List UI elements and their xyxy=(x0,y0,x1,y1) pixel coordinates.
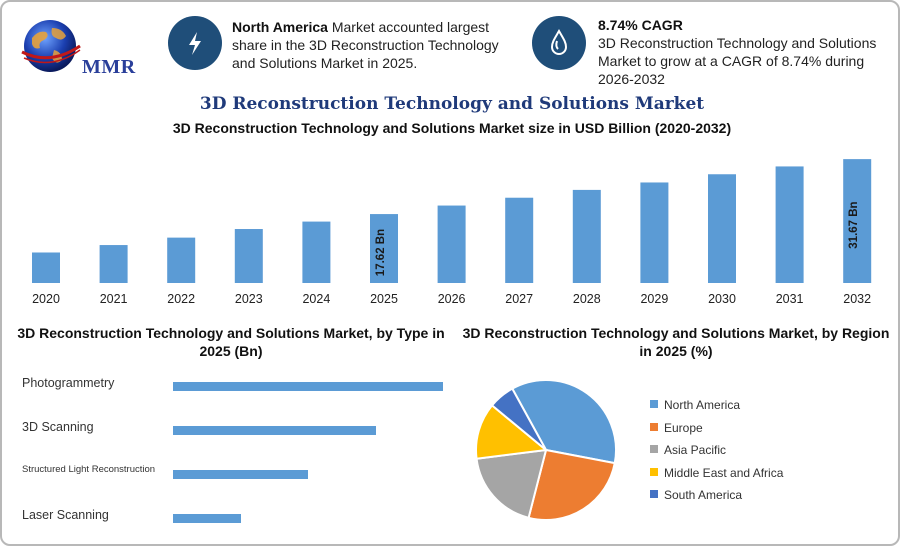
x-tick-2023: 2023 xyxy=(235,292,263,306)
kpi-left-icon-circle xyxy=(168,16,222,70)
type-label-3d-scanning: 3D Scanning xyxy=(22,420,94,434)
type-bar-laser-scanning xyxy=(173,514,241,523)
market-size-bar-chart: 2020 2021 2022 2023 2024 2025 17.62 Bn 2026 2027… xyxy=(32,159,872,306)
bar-2032 xyxy=(843,159,872,283)
bar-2028 xyxy=(572,189,601,283)
legend-item-europe: Europe xyxy=(650,421,703,435)
bar-2020 xyxy=(32,252,60,283)
x-tick-2031: 2031 xyxy=(776,292,804,306)
pie-slice-europe xyxy=(527,448,616,521)
x-tick-2028: 2028 xyxy=(573,292,601,306)
legend-item-north-america: North America xyxy=(650,398,740,412)
x-tick-2032: 2032 xyxy=(843,292,871,306)
kpi-right-text: 8.74% CAGR 3D Reconstruction Technology … xyxy=(598,16,888,88)
chart-subtitle: 3D Reconstruction Technology and Solutio… xyxy=(172,120,732,136)
x-tick-2029: 2029 xyxy=(640,292,668,306)
legend-item-south-america: South America xyxy=(650,488,742,502)
kpi-right-icon-circle xyxy=(532,16,586,70)
x-tick-2025: 2025 xyxy=(370,292,398,306)
x-tick-2024: 2024 xyxy=(302,292,330,306)
pie-slice-middle-east-and-africa xyxy=(475,403,549,460)
legend-swatch-europe xyxy=(650,422,658,431)
type-label-photogrammetry: Photogrammetry xyxy=(22,376,115,390)
bar-2022 xyxy=(167,237,196,283)
bar-2021 xyxy=(99,245,128,283)
pie-slice-asia-pacific xyxy=(475,448,548,520)
legend-swatch-asia-pacific xyxy=(650,445,658,453)
legend-swatch-north-america xyxy=(650,400,658,408)
legend-item-asia-pacific: Asia Pacific xyxy=(650,443,726,457)
pie-slice-north-america xyxy=(510,379,617,465)
logo-text: MMR xyxy=(82,56,136,78)
type-bar-photogrammetry xyxy=(173,382,443,391)
type-chart-title: 3D Reconstruction Technology and Solutio… xyxy=(17,325,445,359)
kpi-left-body: Market accounted largest share in the 3D… xyxy=(232,19,499,71)
main-title: 3D Reconstruction Technology and Solutio… xyxy=(199,94,705,114)
legend-swatch-middle-east-and-africa xyxy=(650,467,658,476)
x-tick-2020: 2020 xyxy=(32,292,60,306)
x-tick-2021: 2021 xyxy=(100,292,128,306)
bar-2026 xyxy=(437,205,466,283)
pie-slice-south-america xyxy=(490,387,547,451)
type-label-laser-scanning: Laser Scanning xyxy=(22,508,109,522)
legend-label-europe: Europe xyxy=(664,420,703,435)
x-tick-2027: 2027 xyxy=(505,292,533,306)
type-bar-structured-light-reconstruction xyxy=(173,470,308,479)
kpi-left-text: North America Market accounted largest s… xyxy=(232,18,507,72)
x-tick-2026: 2026 xyxy=(438,292,466,306)
drop-icon xyxy=(550,28,568,55)
legend-swatch-south-america xyxy=(650,490,658,498)
type-label-structured-light-reconstruction: Structured Light Reconstruction xyxy=(22,464,156,475)
legend-label-middle-east-and-africa: Middle East and Africa xyxy=(664,465,784,480)
bar-2023 xyxy=(234,229,263,283)
data-label-2032: 31.67 Bn xyxy=(848,201,860,248)
legend-label-asia-pacific: Asia Pacific xyxy=(664,443,727,457)
legend-label-north-america: North America xyxy=(664,398,741,412)
x-tick-2022: 2022 xyxy=(167,292,195,306)
region-chart-title: 3D Reconstruction Technology and Solutio… xyxy=(462,325,890,359)
region-pie-chart xyxy=(475,379,617,521)
bar-2031 xyxy=(775,166,804,283)
kpi-right-body: 3D Reconstruction Technology and Solutio… xyxy=(598,35,877,87)
kpi-right-bold: 8.74% CAGR xyxy=(598,17,683,33)
lightning-icon xyxy=(189,32,201,55)
x-tick-2030: 2030 xyxy=(708,292,736,306)
bar-2024 xyxy=(302,221,331,283)
legend-label-south-america: South America xyxy=(664,488,743,502)
bar-2030 xyxy=(708,174,736,283)
data-label-2025: 17.62 Bn xyxy=(375,229,387,276)
legend-item-middle-east-and-africa: Middle East and Africa xyxy=(650,466,783,480)
type-bar-3d-scanning xyxy=(173,426,376,435)
bar-2027 xyxy=(505,197,534,283)
kpi-left-bold: North America xyxy=(232,19,328,35)
bar-2025 xyxy=(370,214,398,283)
mmr-logo: MMR xyxy=(16,12,146,82)
bar-2029 xyxy=(640,182,669,283)
globe-icon xyxy=(21,20,81,72)
